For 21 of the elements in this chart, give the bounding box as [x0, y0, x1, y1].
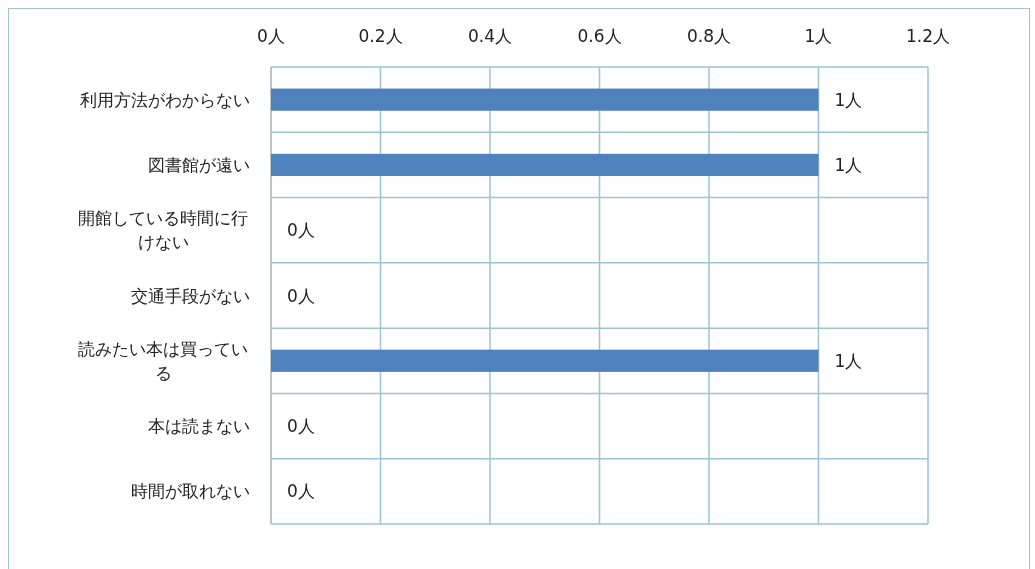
y-tick-label: 交通手段がない	[131, 285, 250, 306]
data-label: 0人	[287, 481, 315, 502]
data-label: 0人	[287, 416, 315, 437]
data-label: 0人	[287, 220, 315, 241]
x-tick-label: 1人	[804, 26, 833, 46]
y-tick-label: 開館している時間に行けない	[78, 208, 249, 253]
y-tick-label: 読みたい本は買っている	[78, 338, 249, 383]
y-tick-label: 時間が取れない	[131, 481, 250, 502]
x-tick-label: 0.6人	[577, 26, 622, 46]
data-label: 0人	[287, 285, 315, 306]
y-tick-label: 利用方法がわからない	[80, 89, 250, 110]
x-tick-label: 0人	[257, 26, 285, 46]
data-label: 1人	[834, 89, 863, 110]
data-label: 1人	[834, 154, 863, 175]
y-tick-label: 図書館が遠い	[148, 154, 250, 175]
data-label: 1人	[834, 350, 863, 371]
x-tick-label: 0.8人	[686, 26, 732, 46]
x-tick-label: 0.2人	[358, 26, 403, 46]
y-tick-label: 本は読まない	[148, 416, 250, 437]
x-tick-label: 1.2人	[905, 26, 951, 46]
x-tick-label: 0.4人	[467, 26, 513, 46]
